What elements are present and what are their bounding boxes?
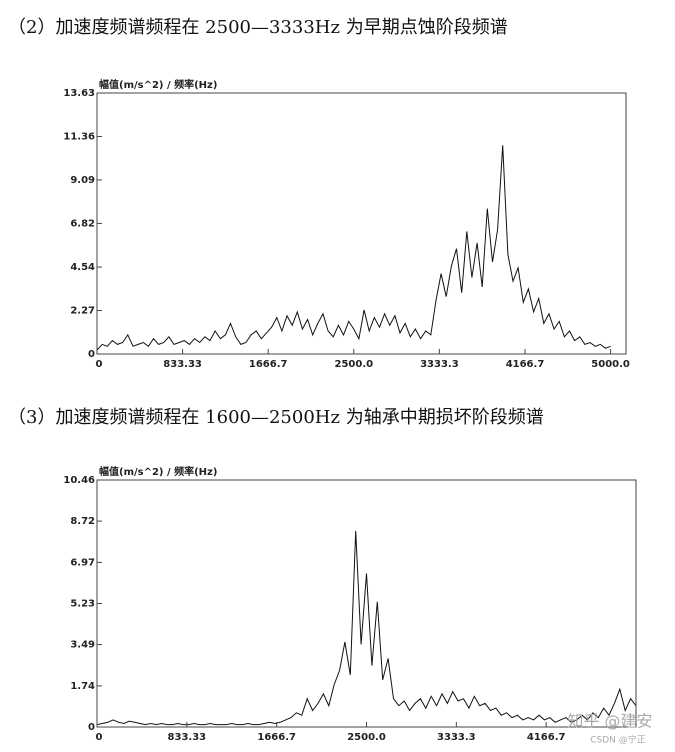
y-tick-label: 6.82 — [70, 218, 95, 229]
y-tick-label: 3.49 — [70, 640, 95, 651]
x-tick-label: 4166.7 — [506, 359, 545, 370]
x-tick-label: 3333.3 — [420, 359, 459, 370]
x-tick-label: 2500.0 — [347, 732, 386, 743]
y-tick-label: 4.54 — [70, 262, 95, 273]
watermark: CSDN @宁正 — [590, 734, 646, 746]
watermark: 知乎 @建安 — [567, 712, 652, 731]
x-tick-label: 833.33 — [168, 732, 207, 743]
y-tick-label: 0 — [88, 722, 95, 733]
y-axis-label: 幅值(m/s^2) / 频率(Hz) — [99, 78, 217, 91]
x-tick-label: 1666.7 — [249, 359, 288, 370]
caption: （2）加速度频谱频程在 2500—3333Hz 为早期点蚀阶段频谱 — [8, 17, 508, 38]
x-tick-label: 3333.3 — [437, 732, 476, 743]
y-tick-label: 6.97 — [70, 557, 95, 568]
plot-frame — [96, 479, 637, 728]
x-tick-label: 5000.0 — [591, 359, 630, 370]
y-tick-label: 10.46 — [63, 475, 95, 486]
y-tick-label: 0 — [88, 349, 95, 360]
x-tick-label: 2500.0 — [334, 359, 373, 370]
y-tick-label: 11.36 — [63, 131, 95, 142]
y-tick-label: 13.63 — [63, 88, 95, 99]
y-tick-label: 2.27 — [70, 306, 95, 317]
spectrum-line — [96, 145, 611, 351]
y-tick-label: 8.72 — [70, 516, 95, 527]
x-tick-label: 4166.7 — [527, 732, 566, 743]
x-tick-label: 1666.7 — [257, 732, 296, 743]
x-tick-label: 0 — [96, 732, 103, 743]
y-tick-label: 1.74 — [70, 681, 95, 692]
y-axis-label: 幅值(m/s^2) / 频率(Hz) — [99, 465, 217, 478]
y-tick-label: 9.09 — [70, 175, 95, 186]
plot-frame — [96, 92, 627, 355]
x-tick-label: 0 — [96, 359, 103, 370]
y-tick-label: 5.23 — [70, 599, 95, 610]
spectrum-line — [96, 530, 637, 726]
caption: （3）加速度频谱频程在 1600—2500Hz 为轴承中期损坏阶段频谱 — [8, 407, 544, 428]
x-tick-label: 833.33 — [163, 359, 202, 370]
